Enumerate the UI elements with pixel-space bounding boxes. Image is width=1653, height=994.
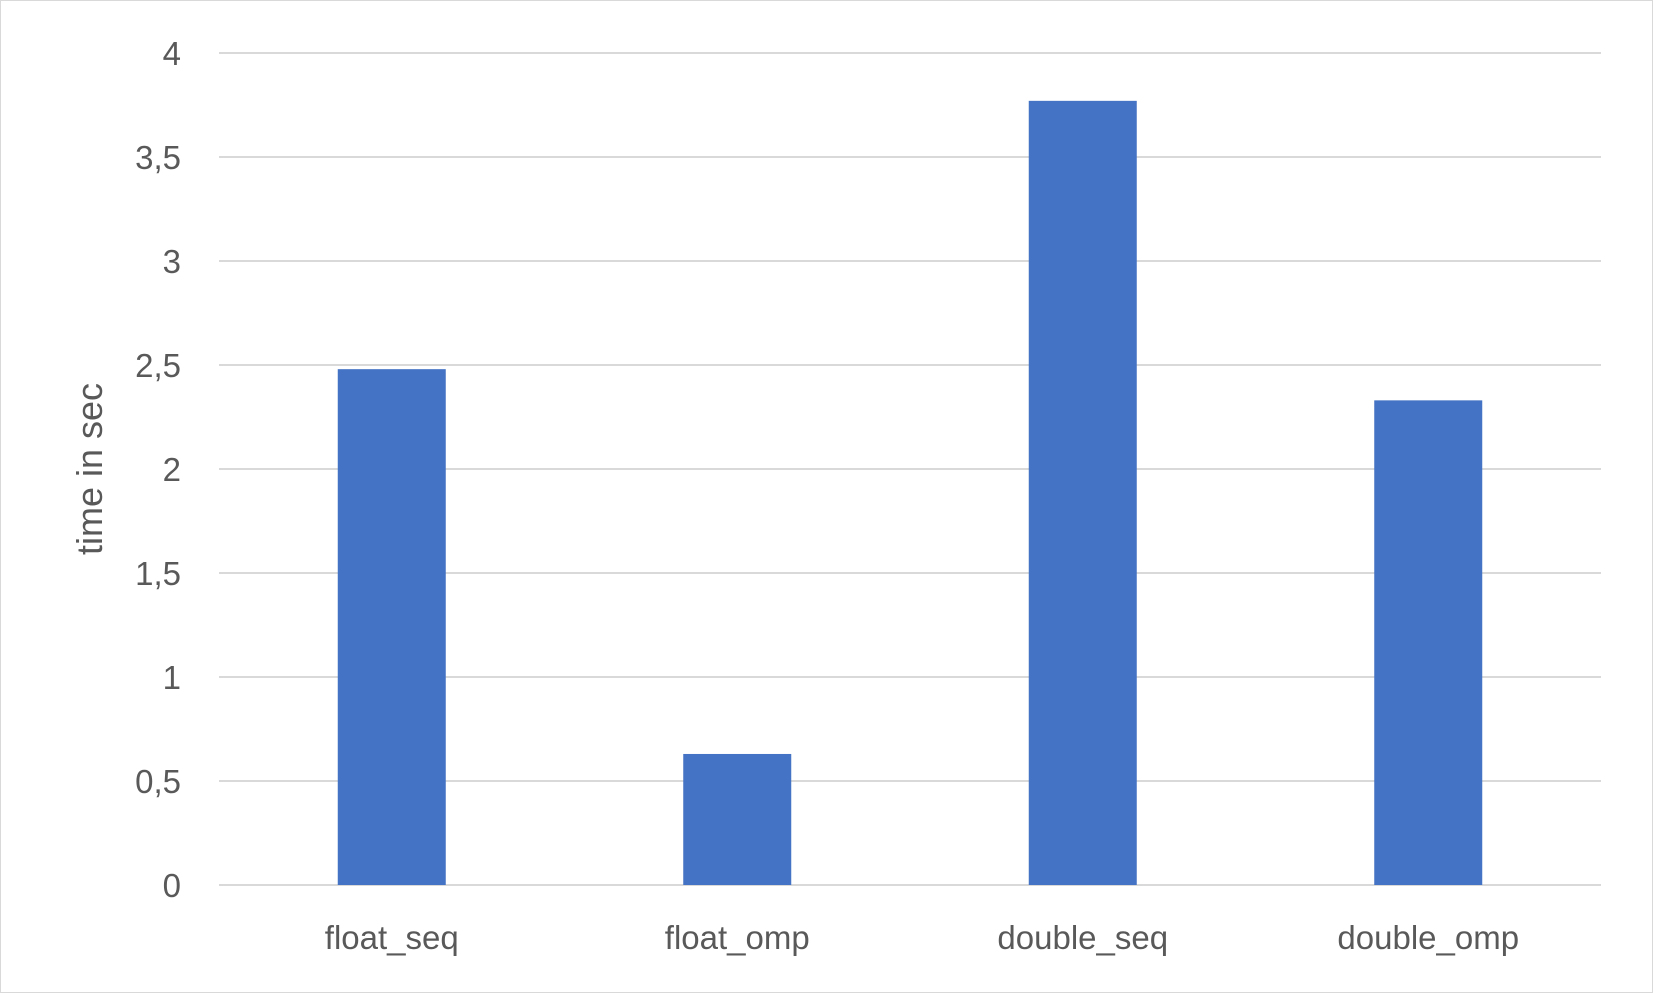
y-tick-label: 0 <box>163 867 181 904</box>
bar-float_seq <box>337 369 446 885</box>
y-tick-label: 2,5 <box>135 347 181 384</box>
y-tick-label: 0,5 <box>135 763 181 800</box>
y-tick-label: 2 <box>163 451 181 488</box>
gridlines <box>219 52 1601 886</box>
x-category-labels: float_seq float_omp double_seq double_omp <box>325 919 1519 956</box>
y-tick-label: 1,5 <box>135 555 181 592</box>
y-tick-label: 4 <box>163 35 181 72</box>
y-tick-labels: 0 0,5 1 1,5 2 2,5 3 3,5 4 <box>135 35 181 904</box>
bar-double_omp <box>1374 400 1483 885</box>
y-axis-title: time in sec <box>69 383 110 555</box>
x-category-label: double_omp <box>1337 919 1519 956</box>
bar-double_seq <box>1028 100 1137 886</box>
x-category-label: double_seq <box>997 919 1168 956</box>
x-category-label: float_omp <box>665 919 810 956</box>
y-tick-label: 1 <box>163 659 181 696</box>
bar-float_omp <box>683 753 792 885</box>
x-category-label: float_seq <box>325 919 459 956</box>
y-tick-label: 3,5 <box>135 139 181 176</box>
y-tick-label: 3 <box>163 243 181 280</box>
bars <box>337 100 1483 886</box>
